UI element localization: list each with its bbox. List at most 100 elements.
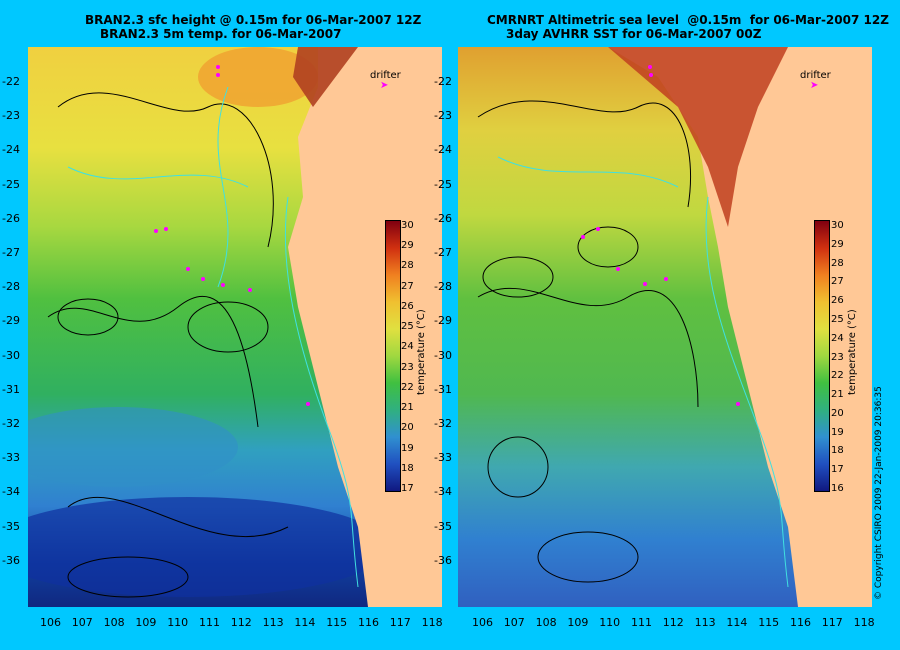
colorbar-tick-label: 16 xyxy=(831,483,844,494)
x-axis-tick-label: 111 xyxy=(631,616,652,629)
y-axis-tick-label: -28 xyxy=(2,280,20,294)
x-axis-tick-label: 115 xyxy=(758,616,780,629)
colorbar-tick-label: 22 xyxy=(831,370,844,382)
y-axis-tick-label: -24 xyxy=(2,143,20,157)
x-axis-tick-label: 117 xyxy=(389,616,411,629)
y-axis-tick-label: -22 xyxy=(2,75,20,88)
colorbar-tick-label: 23 xyxy=(401,361,414,373)
y-axis-tick-label: -24 xyxy=(434,143,452,157)
colorbar-tick-label: 26 xyxy=(831,295,844,307)
left-title-line1: BRAN2.3 sfc height @ 0.15m for 06-Mar-20… xyxy=(85,13,422,27)
y-axis-tick-label: -35 xyxy=(2,519,20,533)
y-axis-tick-label: -36 xyxy=(434,553,452,567)
x-axis-tick-label: 106 xyxy=(472,616,493,629)
y-axis-tick-label: -27 xyxy=(2,246,20,259)
x-axis-tick-label: 118 xyxy=(421,616,443,629)
y-axis-tick-label: -33 xyxy=(2,451,20,465)
colorbar-tick-label: 19 xyxy=(401,442,414,454)
y-axis-tick-label: -26 xyxy=(434,211,452,225)
left-colorbar xyxy=(385,220,401,492)
x-axis-tick-label: 117 xyxy=(821,616,843,629)
x-axis-tick-label: 109 xyxy=(135,616,157,629)
right-drifter-label: drifter xyxy=(800,70,831,81)
right-colorbar xyxy=(814,220,830,492)
x-axis-tick-label: 107 xyxy=(503,616,525,629)
colorbar-tick-label: 18 xyxy=(401,462,414,474)
y-axis-tick-label: -29 xyxy=(434,314,452,328)
x-axis-tick-label: 108 xyxy=(103,616,125,629)
x-axis-tick-label: 107 xyxy=(71,616,93,629)
y-axis-tick-label: -36 xyxy=(2,553,20,567)
left-drifter-arrow-icon: ➤ xyxy=(380,80,389,91)
y-axis-tick-label: -29 xyxy=(2,314,20,328)
colorbar-tick-label: 26 xyxy=(401,300,414,312)
x-axis-tick-label: 111 xyxy=(199,616,220,629)
y-axis-tick-label: -32 xyxy=(434,417,452,430)
y-axis-tick-label: -28 xyxy=(434,280,452,294)
y-axis-tick-label: -31 xyxy=(434,382,452,396)
y-axis-tick-label: -26 xyxy=(2,211,20,225)
y-axis-tick-label: -25 xyxy=(2,177,20,191)
y-axis-tick-label: -30 xyxy=(434,348,452,362)
colorbar-tick-label: 19 xyxy=(831,426,844,438)
colorbar-tick-label: 21 xyxy=(401,402,414,414)
right-title-line2: 3day AVHRR SST for 06-Mar-2007 00Z xyxy=(506,27,762,41)
x-axis-tick-label: 108 xyxy=(535,616,557,629)
colorbar-tick-label: 24 xyxy=(831,332,844,344)
y-axis-tick-label: -27 xyxy=(434,246,452,259)
x-axis-tick-label: 116 xyxy=(790,616,811,629)
y-axis-tick-label: -30 xyxy=(2,348,20,362)
colorbar-tick-label: 27 xyxy=(831,276,844,288)
colorbar-tick-label: 20 xyxy=(831,407,844,419)
right-title-line1: CMRNRT Altimetric sea level @0.15m for 0… xyxy=(487,13,889,27)
colorbar-tick-label: 25 xyxy=(831,313,844,325)
y-axis-tick-label: -23 xyxy=(434,109,452,123)
colorbar-tick-label: 28 xyxy=(401,260,414,272)
y-axis-tick-label: -32 xyxy=(2,417,20,430)
x-axis-tick-label: 112 xyxy=(662,616,684,629)
colorbar-tick-label: 18 xyxy=(831,445,844,457)
x-axis-tick-label: 113 xyxy=(694,616,716,629)
y-axis-tick-label: -33 xyxy=(434,451,452,465)
x-axis-tick-label: 113 xyxy=(262,616,284,629)
left-sst-map xyxy=(28,47,442,607)
left-title-line2: BRAN2.3 5m temp. for 06-Mar-2007 xyxy=(100,27,342,41)
y-axis-tick-label: -25 xyxy=(434,177,452,191)
colorbar-tick-label: 29 xyxy=(401,240,414,252)
x-axis-tick-label: 118 xyxy=(853,616,875,629)
y-axis-tick-label: -23 xyxy=(2,109,20,123)
y-axis-tick-label: -31 xyxy=(2,382,20,396)
left-drifter-label: drifter xyxy=(370,70,401,81)
x-axis-tick-label: 115 xyxy=(326,616,348,629)
x-axis-tick-label: 109 xyxy=(567,616,589,629)
colorbar-tick-label: 21 xyxy=(831,389,844,401)
x-axis-tick-label: 112 xyxy=(230,616,252,629)
colorbar-tick-label: 17 xyxy=(831,464,844,476)
right-sst-map xyxy=(458,47,872,607)
colorbar-tick-label: 22 xyxy=(401,381,414,393)
x-axis-tick-label: 110 xyxy=(599,616,621,629)
x-axis-tick-label: 116 xyxy=(358,616,379,629)
colorbar-tick-label: 25 xyxy=(401,321,414,333)
y-axis-tick-label: -34 xyxy=(434,485,452,499)
right-colorbar-title: temperature (°C) xyxy=(847,309,858,395)
copyright-notice: © Copyright CSIRO 2009 22-Jan-2009 20:36… xyxy=(874,386,884,600)
colorbar-tick-label: 30 xyxy=(401,220,414,231)
y-axis-tick-label: -35 xyxy=(434,519,452,533)
right-drifter-arrow-icon: ➤ xyxy=(810,80,819,91)
y-axis-tick-label: -22 xyxy=(434,75,452,88)
x-axis-tick-label: 114 xyxy=(726,616,748,629)
colorbar-tick-label: 24 xyxy=(401,341,414,353)
colorbar-tick-label: 28 xyxy=(831,257,844,269)
x-axis-tick-label: 110 xyxy=(167,616,189,629)
left-colorbar-title: temperature (°C) xyxy=(416,309,427,395)
colorbar-tick-label: 30 xyxy=(831,220,844,231)
colorbar-tick-label: 29 xyxy=(831,238,844,250)
y-axis-tick-label: -34 xyxy=(2,485,20,499)
colorbar-tick-label: 20 xyxy=(401,422,414,434)
colorbar-tick-label: 27 xyxy=(401,280,414,292)
x-axis-tick-label: 106 xyxy=(40,616,61,629)
colorbar-tick-label: 23 xyxy=(831,351,844,363)
x-axis-tick-label: 114 xyxy=(294,616,316,629)
colorbar-tick-label: 17 xyxy=(401,483,414,494)
